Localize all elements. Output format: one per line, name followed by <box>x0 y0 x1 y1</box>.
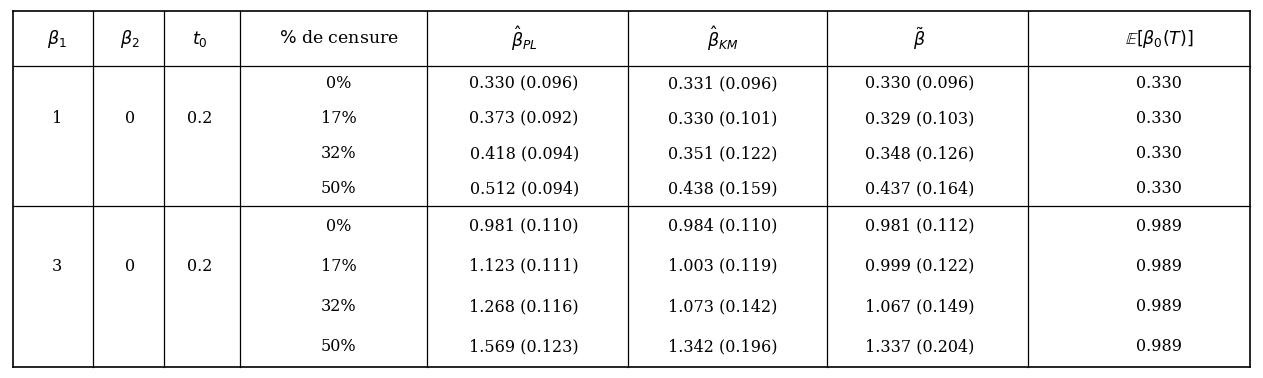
Text: $\hat{\beta}_{KM}$: $\hat{\beta}_{KM}$ <box>707 25 738 53</box>
Text: 1: 1 <box>52 110 62 127</box>
Text: 3: 3 <box>52 258 62 275</box>
Text: 17%: 17% <box>321 110 356 127</box>
Text: 0.981 (0.112): 0.981 (0.112) <box>865 218 974 235</box>
Text: 0.2: 0.2 <box>187 110 212 127</box>
Text: 0%: 0% <box>326 75 351 92</box>
Text: 0.330: 0.330 <box>1137 75 1182 92</box>
Text: 0.329 (0.103): 0.329 (0.103) <box>865 110 974 127</box>
Text: 0.418 (0.094): 0.418 (0.094) <box>470 145 578 162</box>
Text: 0.2: 0.2 <box>187 258 212 275</box>
Text: 0.330: 0.330 <box>1137 110 1182 127</box>
Text: 1.003 (0.119): 1.003 (0.119) <box>668 258 777 275</box>
Text: 0: 0 <box>125 110 135 127</box>
Text: $\%$ de censure: $\%$ de censure <box>279 30 398 47</box>
Text: 50%: 50% <box>321 338 356 355</box>
Text: 0.981 (0.110): 0.981 (0.110) <box>470 218 578 235</box>
Text: 0.984 (0.110): 0.984 (0.110) <box>668 218 777 235</box>
Text: 0.330 (0.096): 0.330 (0.096) <box>470 75 578 92</box>
Text: 0.437 (0.164): 0.437 (0.164) <box>865 180 974 197</box>
Text: 50%: 50% <box>321 180 356 197</box>
Text: 32%: 32% <box>321 145 356 162</box>
Text: 17%: 17% <box>321 258 356 275</box>
Text: 1.337 (0.204): 1.337 (0.204) <box>865 338 974 355</box>
Text: 0.999 (0.122): 0.999 (0.122) <box>865 258 974 275</box>
Text: 0.373 (0.092): 0.373 (0.092) <box>470 110 578 127</box>
Text: 1.342 (0.196): 1.342 (0.196) <box>668 338 777 355</box>
Text: 0.331 (0.096): 0.331 (0.096) <box>668 75 777 92</box>
Text: 0.330: 0.330 <box>1137 145 1182 162</box>
Text: 0.989: 0.989 <box>1137 258 1182 275</box>
Text: $\beta_1$: $\beta_1$ <box>47 28 67 50</box>
Text: 1.569 (0.123): 1.569 (0.123) <box>470 338 578 355</box>
Text: 0.512 (0.094): 0.512 (0.094) <box>470 180 578 197</box>
Text: 0.348 (0.126): 0.348 (0.126) <box>865 145 974 162</box>
Text: 1.073 (0.142): 1.073 (0.142) <box>668 298 777 315</box>
Text: 0%: 0% <box>326 218 351 235</box>
Text: 1.268 (0.116): 1.268 (0.116) <box>470 298 578 315</box>
Text: 0.330 (0.101): 0.330 (0.101) <box>668 110 777 127</box>
Text: 1.067 (0.149): 1.067 (0.149) <box>865 298 974 315</box>
Text: $t_0$: $t_0$ <box>192 29 207 49</box>
Text: 0.989: 0.989 <box>1137 298 1182 315</box>
Text: 0.438 (0.159): 0.438 (0.159) <box>668 180 777 197</box>
Text: 0.989: 0.989 <box>1137 218 1182 235</box>
Text: 0.330 (0.096): 0.330 (0.096) <box>865 75 974 92</box>
Text: 0.330: 0.330 <box>1137 180 1182 197</box>
Text: 0: 0 <box>125 258 135 275</box>
Text: 0.351 (0.122): 0.351 (0.122) <box>668 145 777 162</box>
Text: $\mathbb{E}[\beta_0(T)]$: $\mathbb{E}[\beta_0(T)]$ <box>1125 28 1194 50</box>
Text: $\tilde{\beta}$: $\tilde{\beta}$ <box>913 26 926 52</box>
Text: 32%: 32% <box>321 298 356 315</box>
Text: 0.989: 0.989 <box>1137 338 1182 355</box>
Text: $\beta_2$: $\beta_2$ <box>120 28 140 50</box>
Text: $\hat{\beta}_{PL}$: $\hat{\beta}_{PL}$ <box>510 25 538 53</box>
Text: 1.123 (0.111): 1.123 (0.111) <box>470 258 578 275</box>
